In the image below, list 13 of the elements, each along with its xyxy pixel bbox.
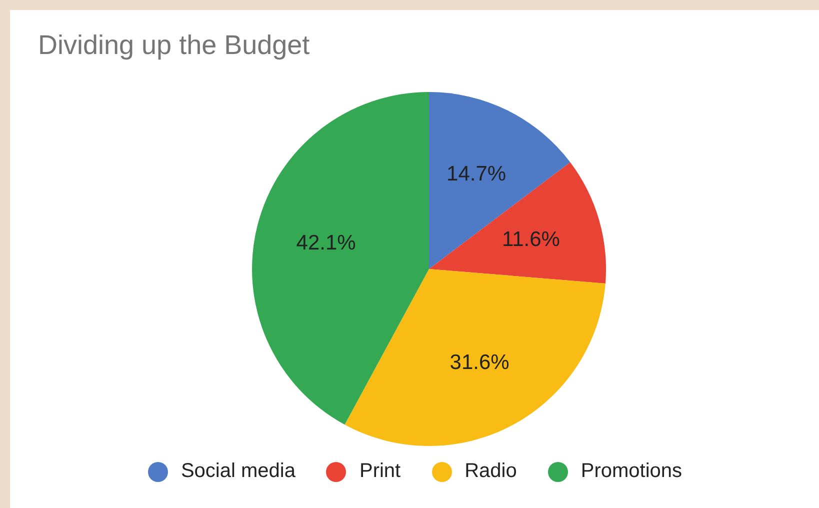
data-label: 11.6%: [502, 228, 560, 251]
legend-label: Radio: [464, 460, 517, 483]
chart-title: Dividing up the Budget: [38, 30, 310, 61]
data-label: 42.1%: [296, 231, 356, 254]
pie-slice: [429, 92, 570, 269]
pie-slice: [429, 162, 606, 284]
data-label: 31.6%: [450, 350, 510, 374]
legend-label: Promotions: [580, 460, 682, 483]
legend-label: Print: [359, 460, 401, 483]
pie-slice: [252, 92, 429, 425]
legend-label: Social media: [180, 460, 296, 483]
pie-slice: [344, 269, 606, 446]
data-label: 14.7%: [446, 162, 506, 186]
